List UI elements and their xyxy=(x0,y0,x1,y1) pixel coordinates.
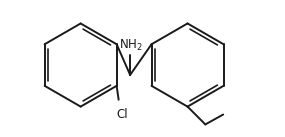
Text: NH$_2$: NH$_2$ xyxy=(119,38,143,53)
Text: Cl: Cl xyxy=(117,108,128,121)
